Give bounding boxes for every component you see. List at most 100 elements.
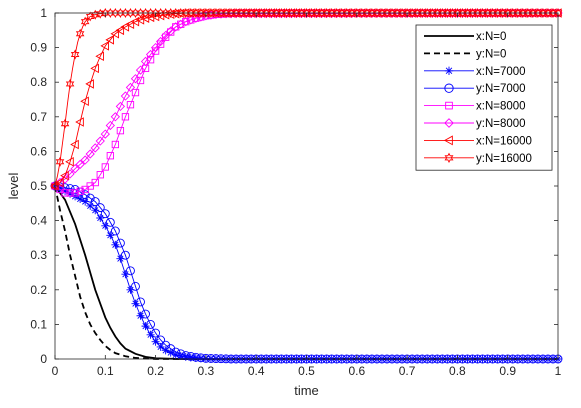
data-point [196,354,205,363]
data-point [111,140,120,149]
legend-marker [445,101,453,110]
data-point [120,22,130,32]
data-point [186,15,196,25]
data-point [80,155,90,165]
data-point [75,159,85,170]
y-tick-label: 0.2 [30,283,47,297]
series-line [54,185,558,360]
x-tick-label: 1 [555,364,562,378]
legend-label: y:N=16000 [476,153,532,165]
data-point [96,214,105,223]
data-point [181,351,191,360]
data-point [120,250,130,260]
data-point [101,163,109,171]
x-tick-label: 0.7 [399,364,416,378]
data-point [66,189,74,197]
y-axis-label: level [6,173,21,200]
y-tick-label: 0.4 [30,214,47,228]
data-point [70,49,80,60]
data-point [91,206,100,215]
data-point [126,101,135,109]
x-tick-label: 0.1 [97,364,114,378]
data-point [201,353,211,363]
data-point [131,299,140,308]
data-point [120,91,131,101]
data-point [60,183,70,193]
y-tick-label: 0.7 [30,110,47,124]
legend-item: x:N=16000 [424,135,532,147]
legend-label: y:N=7000 [476,83,526,95]
legend-item: y:N=7000 [424,83,526,95]
x-tick-label: 0.9 [499,364,516,378]
legend-box [415,24,553,171]
data-point [206,353,216,363]
data-point [161,346,170,355]
data-point [145,49,156,60]
data-point [101,221,110,230]
data-point [95,203,105,213]
legend-label: x:N=7000 [476,66,526,78]
y-tick-label: 0.5 [30,179,47,193]
data-point [141,322,150,331]
data-point [100,129,110,139]
data-point [95,51,104,62]
data-point [75,28,85,39]
data-point [61,187,70,196]
legend-item: x:N=0 [424,31,506,43]
y-tick-label: 1 [40,6,47,20]
data-point [105,217,115,227]
data-point [76,194,85,203]
data-point [146,330,155,339]
data-point [155,36,166,47]
legend-item: y:N=16000 [424,152,532,165]
x-tick-label: 0.4 [248,364,265,378]
data-point [181,17,191,27]
data-point [116,254,125,263]
data-point [136,297,145,307]
data-point [130,16,140,27]
x-tick-label: 0.2 [147,364,164,378]
data-point [75,117,84,127]
data-point [166,26,176,36]
data-point [140,56,151,67]
data-point [56,184,65,193]
series-x-n-0 [54,185,558,360]
data-point [60,118,70,129]
data-point [90,63,99,74]
x-tick-label: 0.8 [449,364,466,378]
series-line [54,185,558,360]
data-point [125,266,135,276]
data-point [95,136,105,146]
y-tick-label: 0.9 [30,41,47,55]
data-point [70,139,79,150]
ticks-layer: 0 0.1 0.2 0.3 0.4 0.5 0.6 0.7 0.8 0.9 1 0 0.1 0.2 0.3 0… [30,6,561,378]
legend-label: x:N=8000 [476,101,526,113]
data-point [146,319,156,329]
data-point [116,126,125,135]
data-point [90,143,100,153]
data-point [125,19,135,30]
data-point [80,16,90,27]
series-y-n-0 [54,185,558,360]
data-point [106,152,114,160]
data-point [196,353,206,363]
data-point [85,149,95,159]
data-point [115,238,125,248]
data-point [90,197,100,207]
legend-item: y:N=0 [424,48,506,60]
data-point [181,352,190,361]
data-point [66,189,75,198]
data-point [105,35,114,45]
data-point [126,285,135,294]
data-point [186,351,196,361]
data-point [65,157,74,167]
data-point [121,113,130,121]
data-point [110,28,120,39]
data-point [55,177,64,188]
x-tick-label: 0.3 [198,364,215,378]
y-tick-label: 0.8 [30,75,47,89]
series-line [54,185,558,360]
data-point [135,65,146,75]
data-point [176,351,185,360]
